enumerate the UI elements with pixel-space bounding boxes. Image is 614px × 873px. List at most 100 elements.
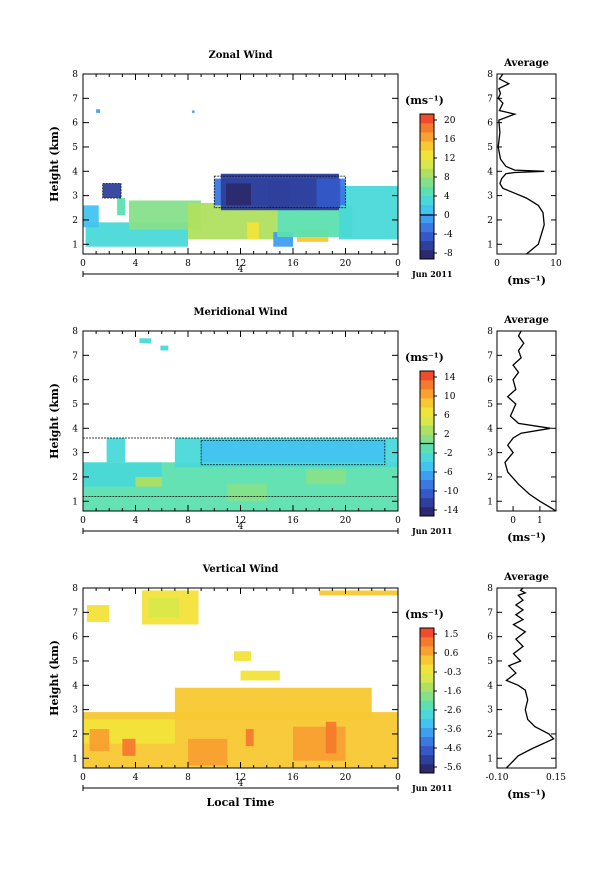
heat-cell [135, 476, 162, 487]
y-axis-label: Height (km) [48, 640, 61, 716]
heat-cell [191, 110, 195, 113]
colorbar-swatch [420, 371, 434, 381]
colorbar-swatch [420, 673, 434, 683]
y-axis-label: Height (km) [48, 383, 61, 459]
avg-y-tick-label: 7 [487, 94, 493, 104]
y-tick-label: 5 [72, 400, 78, 410]
heat-cell [268, 181, 290, 208]
colorbar-label: 10 [444, 392, 456, 402]
colorbar-label: -2.6 [444, 706, 462, 716]
avg-x-unit: (ms⁻¹) [507, 788, 546, 801]
colorbar-swatch [420, 718, 434, 728]
colorbar-label: -14 [444, 506, 459, 516]
panel-title: Zonal Wind [208, 50, 272, 61]
x-tick-label: 0 [395, 259, 401, 269]
colorbar-label: 12 [444, 154, 455, 164]
avg-y-tick-label: 7 [487, 351, 493, 361]
heat-cell [319, 590, 398, 596]
x-tick-label: 16 [287, 773, 299, 783]
heat-cell [188, 738, 228, 766]
x-axis-label: Local Time [207, 796, 275, 809]
avg-y-tick-label: 1 [487, 497, 493, 507]
colorbar-label: -2 [444, 449, 453, 459]
colorbar-label: -5.6 [444, 763, 462, 773]
colorbar-swatch [420, 159, 434, 169]
y-tick-label: 5 [72, 657, 78, 667]
avg-y-tick-label: 2 [487, 473, 493, 483]
heat-cell [174, 687, 372, 720]
y-axis-label: Height (km) [48, 126, 61, 202]
avg-y-tick-label: 5 [487, 400, 493, 410]
heat-cell [148, 597, 179, 618]
colorbar-swatch [420, 479, 434, 490]
colorbar-swatch [420, 691, 434, 701]
average-profile-line [504, 330, 557, 512]
avg-y-tick-label: 3 [487, 449, 493, 459]
colorbar-swatch [420, 655, 434, 665]
colorbar-swatch [420, 240, 434, 251]
y-tick-label: 4 [72, 681, 78, 691]
avg-y-tick-label: 5 [487, 657, 493, 667]
y-tick-label: 3 [72, 449, 78, 459]
colorbar-label: 0 [444, 211, 450, 221]
date-label: Jun 2011 [411, 526, 452, 536]
colorbar-swatch [420, 123, 434, 133]
average-profile-line [505, 587, 555, 769]
x-tick-label: 8 [185, 259, 191, 269]
avg-x-tick-label: -0.10 [485, 773, 508, 783]
avg-y-tick-label: 4 [487, 167, 493, 177]
heat-cell [86, 605, 110, 623]
date-day: 4 [238, 779, 244, 789]
avg-x-unit: (ms⁻¹) [507, 531, 546, 544]
heat-cell [240, 670, 280, 681]
x-tick-label: 12 [235, 516, 246, 526]
colorbar-units: (ms⁻¹) [405, 351, 444, 364]
average-frame [496, 330, 557, 512]
colorbar-label: -10 [444, 487, 459, 497]
y-tick-label: 1 [72, 497, 78, 507]
average-title: Average [503, 58, 549, 69]
heat-cell [117, 198, 125, 216]
colorbar-swatch [420, 763, 434, 774]
average-frame [496, 587, 557, 769]
colorbar-label: 1.5 [444, 630, 459, 640]
colorbar-swatch [420, 461, 434, 471]
colorbar-label: 4 [444, 192, 450, 202]
date-label: Jun 2011 [411, 783, 452, 793]
colorbar-swatch [420, 231, 434, 242]
colorbar-swatch [420, 389, 434, 399]
heat-cell [325, 721, 337, 754]
heat-cell [316, 178, 341, 208]
heat-cell [201, 440, 385, 463]
avg-y-tick-label: 6 [487, 119, 493, 129]
x-tick-label: 20 [340, 773, 352, 783]
x-tick-label: 12 [235, 259, 246, 269]
y-tick-label: 1 [72, 240, 78, 250]
colorbar-swatch [420, 700, 434, 710]
colorbar-swatch [420, 628, 434, 638]
panel-title: Meridional Wind [193, 307, 287, 318]
average-title: Average [503, 315, 549, 326]
avg-y-tick-label: 8 [487, 327, 493, 337]
colorbar-label: -4 [444, 230, 453, 240]
x-tick-label: 8 [185, 516, 191, 526]
y-tick-label: 6 [72, 119, 78, 129]
colorbar-units: (ms⁻¹) [405, 608, 444, 621]
x-tick-label: 4 [133, 516, 139, 526]
heat-cell [226, 183, 251, 206]
colorbar-label: 0.6 [444, 649, 459, 659]
colorbar-swatch [420, 132, 434, 142]
average-profile-line [497, 73, 545, 255]
colorbar-swatch [420, 470, 434, 481]
x-tick-label: 8 [185, 773, 191, 783]
colorbar-swatch [420, 177, 434, 187]
avg-x-tick-label: 0 [494, 259, 500, 269]
y-tick-label: 8 [72, 327, 78, 337]
y-tick-label: 6 [72, 376, 78, 386]
x-tick-label: 12 [235, 773, 246, 783]
avg-y-tick-label: 1 [487, 240, 493, 250]
heat-cell [306, 469, 346, 485]
colorbar-label: -6 [444, 468, 453, 478]
